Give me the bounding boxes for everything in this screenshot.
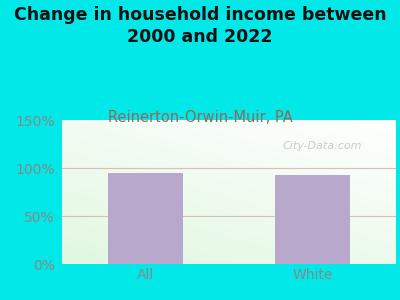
Text: Change in household income between
2000 and 2022: Change in household income between 2000 … [14,6,386,46]
Bar [275,175,350,264]
Bar [108,173,183,264]
Text: Reinerton-Orwin-Muir, PA: Reinerton-Orwin-Muir, PA [108,110,292,124]
Text: City-Data.com: City-Data.com [283,141,362,151]
